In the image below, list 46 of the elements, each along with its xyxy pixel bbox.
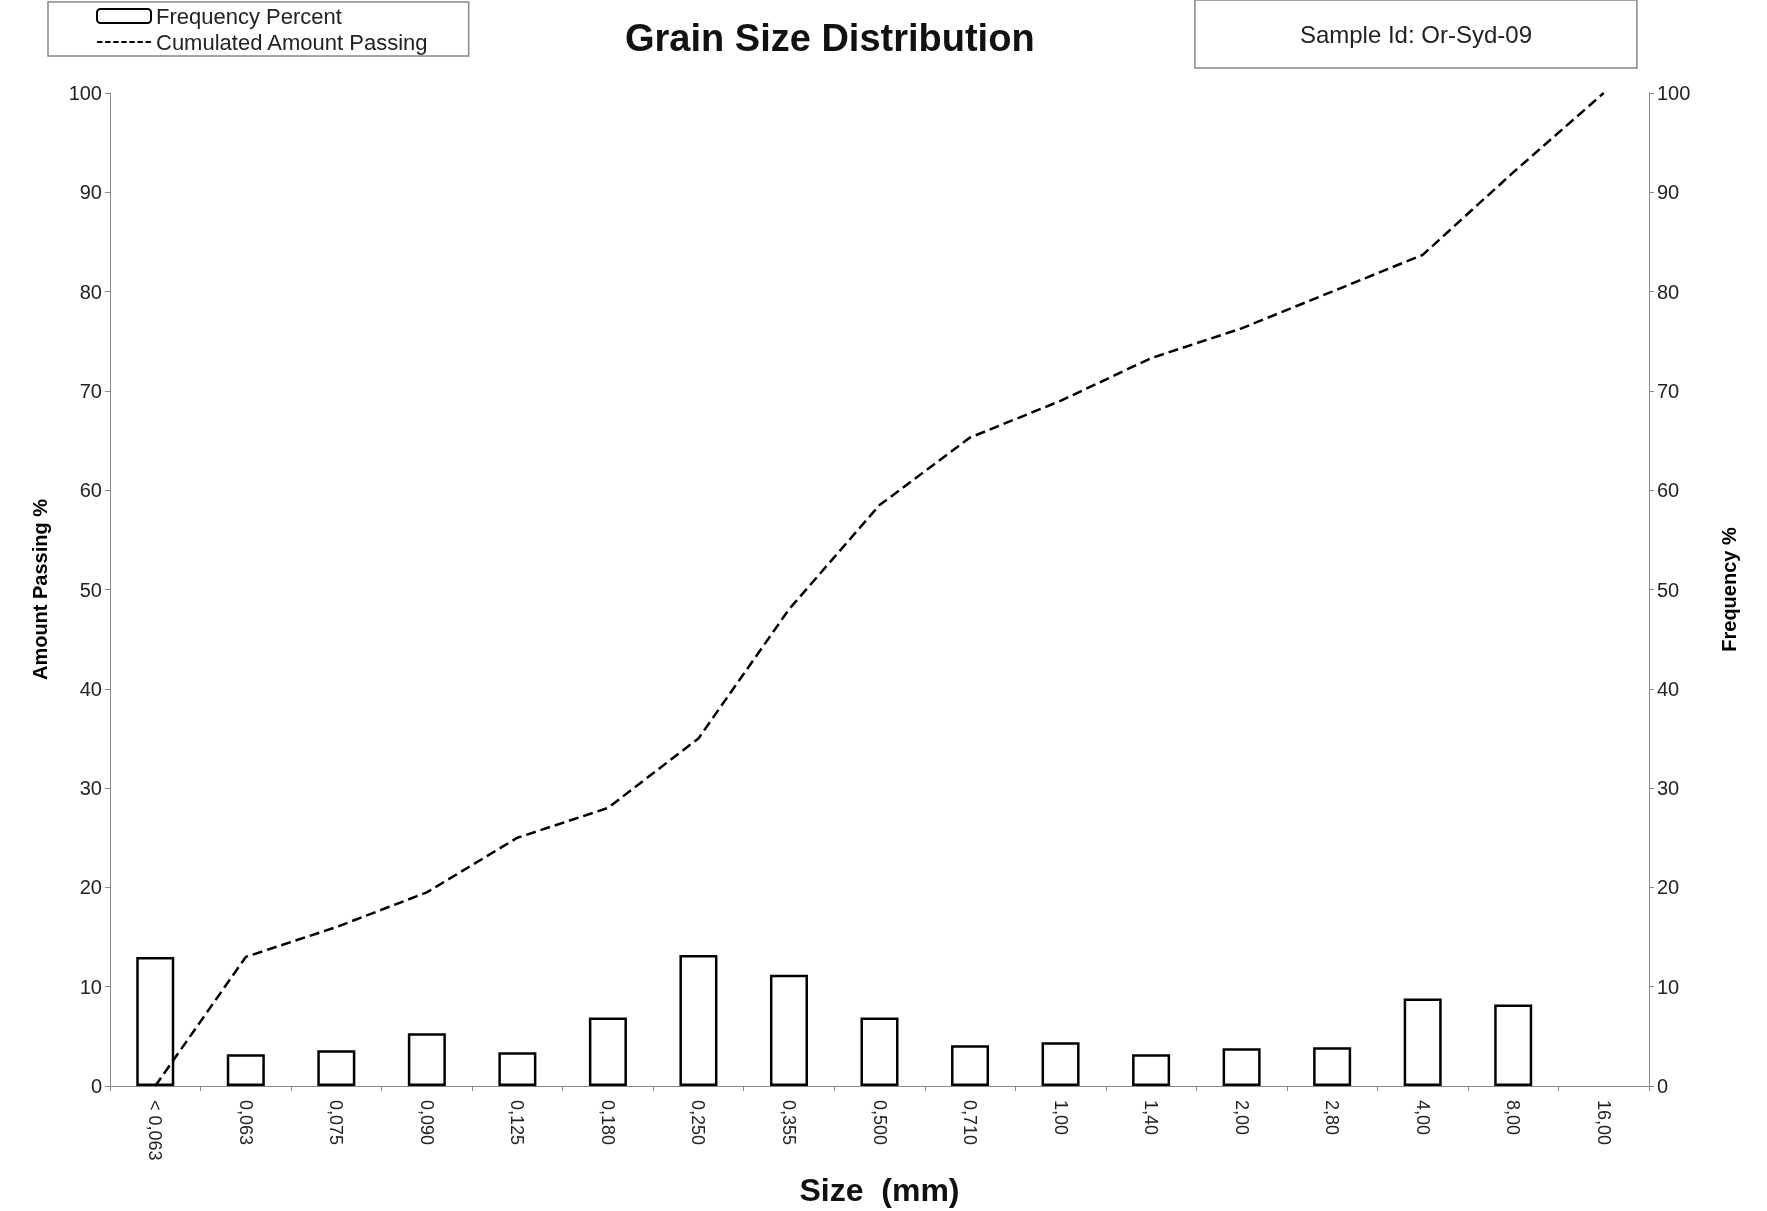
x-tick-label: 0,090 xyxy=(416,1100,437,1146)
y-tick-label: 80 xyxy=(79,280,102,303)
x-tick-label: 0,075 xyxy=(326,1100,347,1146)
x-tick-label: 2,00 xyxy=(1231,1100,1252,1136)
y-tick-label: 10 xyxy=(79,975,102,998)
text: Sample Id: Or-Syd-09 xyxy=(1299,20,1532,48)
x-tick-label: < 0,063 xyxy=(145,1100,166,1161)
y2-tick-label: 10 xyxy=(1657,975,1680,998)
y-tick-label: 40 xyxy=(79,677,102,700)
x-tick-label: 4,00 xyxy=(1412,1100,1433,1136)
y-tick-label: 60 xyxy=(79,479,102,502)
legend-label: Frequency Percent xyxy=(156,3,342,29)
y2-tick-label: 20 xyxy=(1657,876,1680,899)
y-tick-label: 90 xyxy=(79,181,102,204)
y-tick-label: 100 xyxy=(68,82,102,104)
y2-tick-label: 90 xyxy=(1657,181,1680,204)
y2-tick-label: 60 xyxy=(1657,479,1680,502)
x-axis-title: Size (mm) xyxy=(799,1172,960,1208)
chart-title: Grain Size Distribution xyxy=(625,17,1035,59)
y-tick-label: 30 xyxy=(79,777,102,800)
y2-tick-label: 30 xyxy=(1657,777,1680,800)
y-tick-label: 50 xyxy=(79,578,102,601)
x-tick-label: 8,00 xyxy=(1503,1100,1524,1136)
x-tick-label: 0,710 xyxy=(960,1100,981,1146)
x-tick-label: 0,250 xyxy=(688,1100,709,1146)
y2-tick-label: 100 xyxy=(1657,82,1691,104)
x-tick-label: 0,180 xyxy=(597,1100,618,1146)
x-tick-label: 2,80 xyxy=(1322,1100,1343,1136)
y-axis-title: Amount Passing % xyxy=(29,498,51,681)
y2-tick-label: 50 xyxy=(1657,578,1680,601)
y-tick-label: 70 xyxy=(79,379,102,402)
x-tick-label: 0,355 xyxy=(778,1100,799,1146)
x-tick-label: 16,00 xyxy=(1593,1100,1614,1146)
y-tick-label: 0 xyxy=(90,1075,102,1097)
y2-axis-title: Frequency % xyxy=(1718,527,1740,652)
x-tick-label: 0,063 xyxy=(235,1100,256,1146)
y2-tick-label: 80 xyxy=(1657,280,1680,303)
x-tick-label: 0,125 xyxy=(507,1100,528,1146)
y2-tick-label: 70 xyxy=(1657,379,1680,402)
x-tick-label: 0,500 xyxy=(869,1100,890,1146)
y-tick-label: 20 xyxy=(79,876,102,899)
x-tick-label: 1,40 xyxy=(1141,1100,1162,1136)
y2-tick-label: 40 xyxy=(1657,677,1680,700)
y2-tick-label: 0 xyxy=(1657,1075,1669,1097)
legend-label: Cumulated Amount Passing xyxy=(156,29,428,55)
x-tick-label: 1,00 xyxy=(1050,1100,1071,1136)
